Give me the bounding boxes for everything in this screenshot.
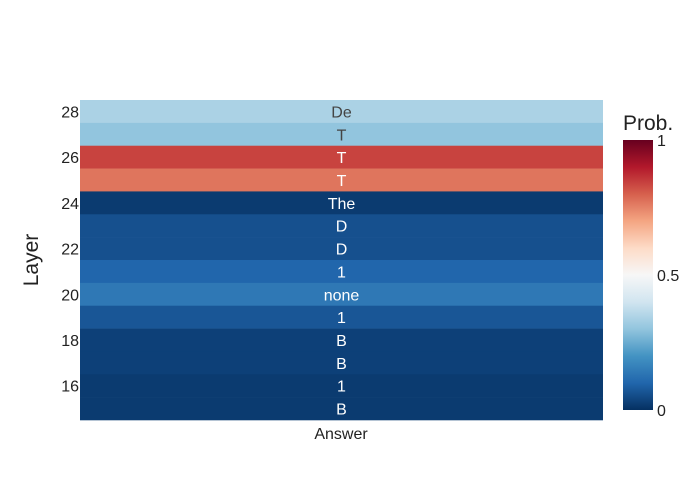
cell-label: none (324, 287, 360, 304)
cell-label: 1 (337, 310, 346, 327)
heatmap-cell (80, 214, 603, 238)
cell-label: The (328, 196, 356, 213)
cell-label: 1 (337, 379, 346, 396)
heatmap-cell (80, 282, 603, 307)
cell-label: 1 (337, 264, 346, 281)
colorbar-tick-label: 1 (657, 133, 666, 150)
y-axis-tick-label: 20 (61, 287, 79, 304)
cell-label: T (337, 127, 347, 144)
cell-label: B (336, 356, 347, 373)
cell-label: D (336, 242, 348, 259)
y-axis-tick-label: 26 (61, 150, 79, 167)
colorbar (623, 140, 653, 410)
heatmap-cells (80, 100, 603, 421)
heatmap-cell (80, 145, 603, 169)
colorbar-tick-label: 0 (657, 403, 666, 420)
cell-label: De (331, 104, 352, 121)
y-axis-tick-label: 18 (61, 333, 79, 350)
x-axis-tick-label: Answer (314, 426, 368, 443)
heatmap-cell (80, 122, 603, 147)
heatmap-cell (80, 351, 603, 375)
heatmap-cell (80, 374, 603, 398)
cell-label: T (337, 150, 347, 167)
y-axis-tick-label: 22 (61, 242, 79, 259)
heatmap-cell (80, 397, 603, 421)
y-axis-ticks: 28 26 24 22 20 18 16 (61, 104, 79, 395)
heatmap-cell (80, 168, 603, 192)
heatmap-cell (80, 305, 603, 329)
cell-label: T (337, 173, 347, 190)
heatmap-cell (80, 328, 603, 352)
y-axis-tick-label: 16 (61, 379, 79, 396)
y-axis-tick-label: 24 (61, 196, 79, 213)
y-axis-title: Layer (20, 234, 43, 287)
colorbar-tick-label: 0.5 (657, 268, 679, 285)
y-axis-tick-label: 28 (61, 104, 79, 121)
cell-label: B (336, 333, 347, 350)
colorbar-ticks: 10.50 (657, 133, 679, 420)
cell-label: D (336, 219, 348, 236)
heatmap-cell (80, 191, 603, 215)
cell-label: B (336, 402, 347, 419)
heatmap-cell (80, 237, 603, 261)
heatmap-cell (80, 100, 603, 124)
colorbar-title: Prob. (623, 112, 673, 135)
heatmap-cell (80, 260, 603, 284)
